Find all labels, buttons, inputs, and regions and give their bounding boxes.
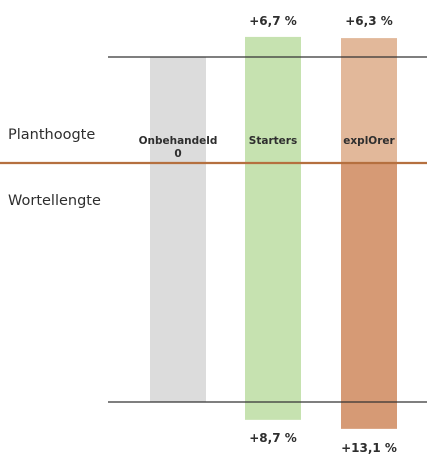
labels-group: Planthoogte Wortellengte Onbehandeld 0 S…: [8, 14, 397, 455]
category-label-onbehandeld: Onbehandeld: [139, 135, 218, 147]
value-label-starters-wortellengte: +8,7 %: [249, 431, 297, 445]
value-label-starters-planthoogte: +6,7 %: [249, 14, 297, 28]
category-label-starters: Starters: [249, 135, 297, 147]
bar-explorer-wortellengte: [341, 163, 397, 429]
bar-explorer-planthoogte: [341, 38, 397, 163]
value-label-explorer-planthoogte: +6,3 %: [345, 14, 393, 28]
value-label-explorer-wortellengte: +13,1 %: [341, 441, 397, 455]
reference-lines-group: [0, 56, 427, 403]
bars-group: [150, 36, 397, 429]
bar-starters-planthoogte: [245, 36, 301, 163]
category-label-explorer: explOrer: [343, 135, 395, 147]
bar-onbehandeld-planthoogte: [150, 57, 206, 163]
row-label-wortellengte: Wortellengte: [8, 193, 101, 209]
row-label-planthoogte: Planthoogte: [8, 127, 95, 143]
category-sublabel-onbehandeld: 0: [174, 148, 181, 160]
bar-onbehandeld-wortellengte: [150, 163, 206, 402]
bar-starters-wortellengte: [245, 163, 301, 420]
